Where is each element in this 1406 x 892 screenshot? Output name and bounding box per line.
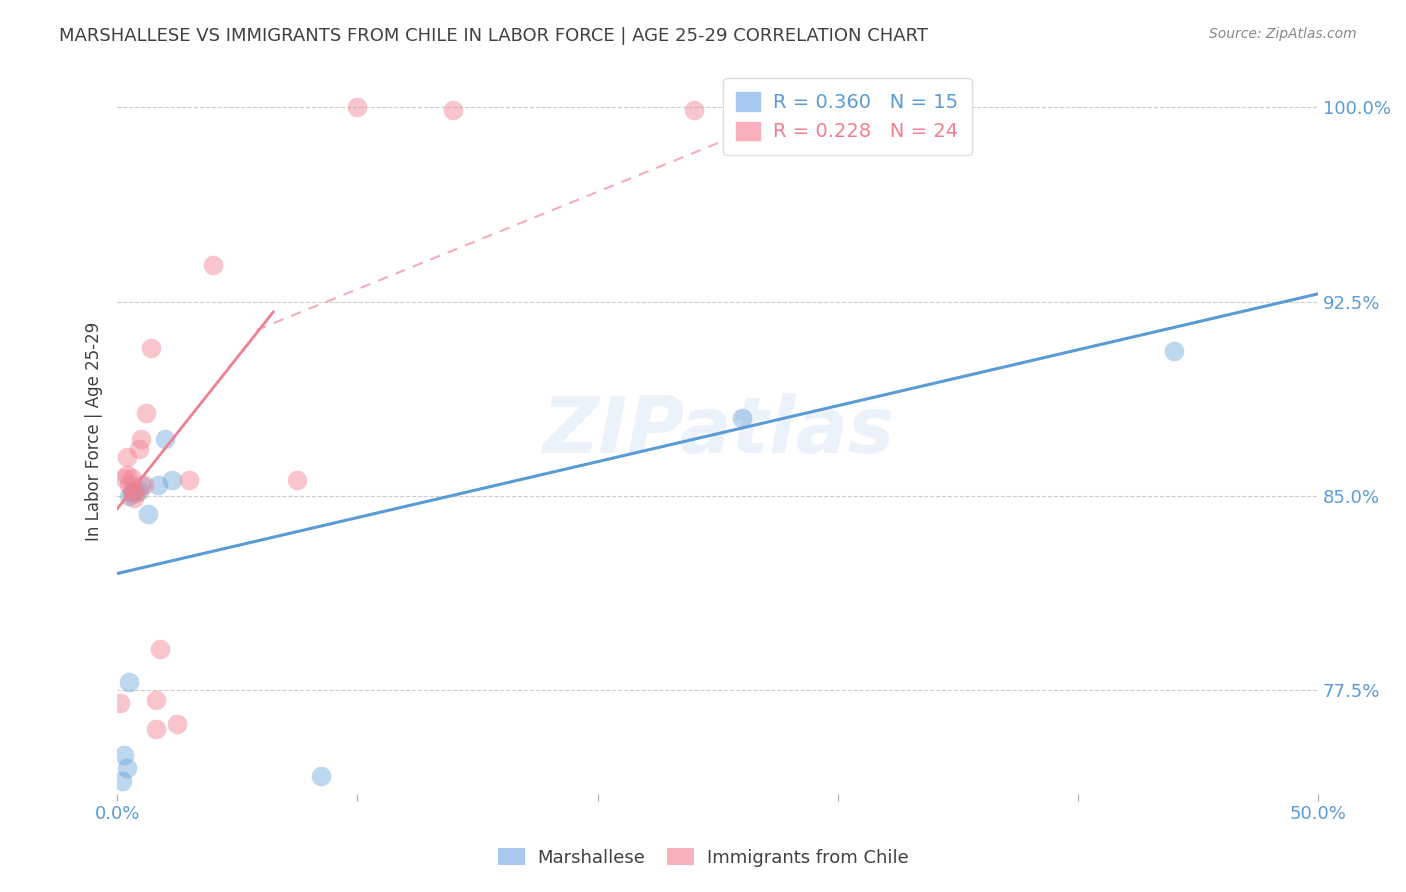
Point bbox=[121, 483, 143, 498]
Point bbox=[162, 473, 184, 487]
Point bbox=[118, 675, 141, 690]
Point bbox=[108, 696, 131, 710]
Point bbox=[285, 473, 308, 487]
Point bbox=[149, 641, 172, 656]
Point bbox=[443, 103, 465, 117]
Point bbox=[166, 716, 188, 731]
Point bbox=[146, 478, 169, 492]
Point bbox=[115, 468, 138, 483]
Point bbox=[682, 103, 704, 117]
Point bbox=[139, 341, 162, 355]
Point bbox=[311, 768, 333, 782]
Point bbox=[121, 486, 143, 500]
Y-axis label: In Labor Force | Age 25-29: In Labor Force | Age 25-29 bbox=[86, 321, 103, 541]
Legend: R = 0.360   N = 15, R = 0.228   N = 24: R = 0.360 N = 15, R = 0.228 N = 24 bbox=[723, 78, 972, 155]
Point bbox=[155, 432, 177, 446]
Point bbox=[1163, 343, 1185, 358]
Text: ZIPatlas: ZIPatlas bbox=[541, 393, 894, 469]
Text: Source: ZipAtlas.com: Source: ZipAtlas.com bbox=[1209, 27, 1357, 41]
Point bbox=[122, 491, 145, 506]
Point bbox=[118, 478, 141, 492]
Point bbox=[135, 406, 157, 420]
Point bbox=[121, 471, 143, 485]
Point bbox=[122, 483, 145, 498]
Point bbox=[125, 486, 148, 500]
Point bbox=[128, 442, 150, 457]
Point bbox=[145, 693, 167, 707]
Legend: Marshallese, Immigrants from Chile: Marshallese, Immigrants from Chile bbox=[491, 841, 915, 874]
Point bbox=[145, 722, 167, 736]
Point bbox=[112, 471, 135, 485]
Point bbox=[346, 100, 368, 114]
Point bbox=[111, 773, 134, 788]
Point bbox=[129, 478, 152, 492]
Point bbox=[112, 747, 135, 762]
Point bbox=[128, 483, 150, 498]
Point bbox=[202, 258, 225, 272]
Point bbox=[129, 432, 152, 446]
Point bbox=[179, 473, 201, 487]
Point bbox=[115, 761, 138, 775]
Point bbox=[115, 450, 138, 464]
Point bbox=[731, 411, 754, 425]
Point bbox=[138, 507, 160, 521]
Text: MARSHALLESE VS IMMIGRANTS FROM CHILE IN LABOR FORCE | AGE 25-29 CORRELATION CHAR: MARSHALLESE VS IMMIGRANTS FROM CHILE IN … bbox=[59, 27, 928, 45]
Point bbox=[118, 489, 141, 503]
Point bbox=[132, 478, 155, 492]
